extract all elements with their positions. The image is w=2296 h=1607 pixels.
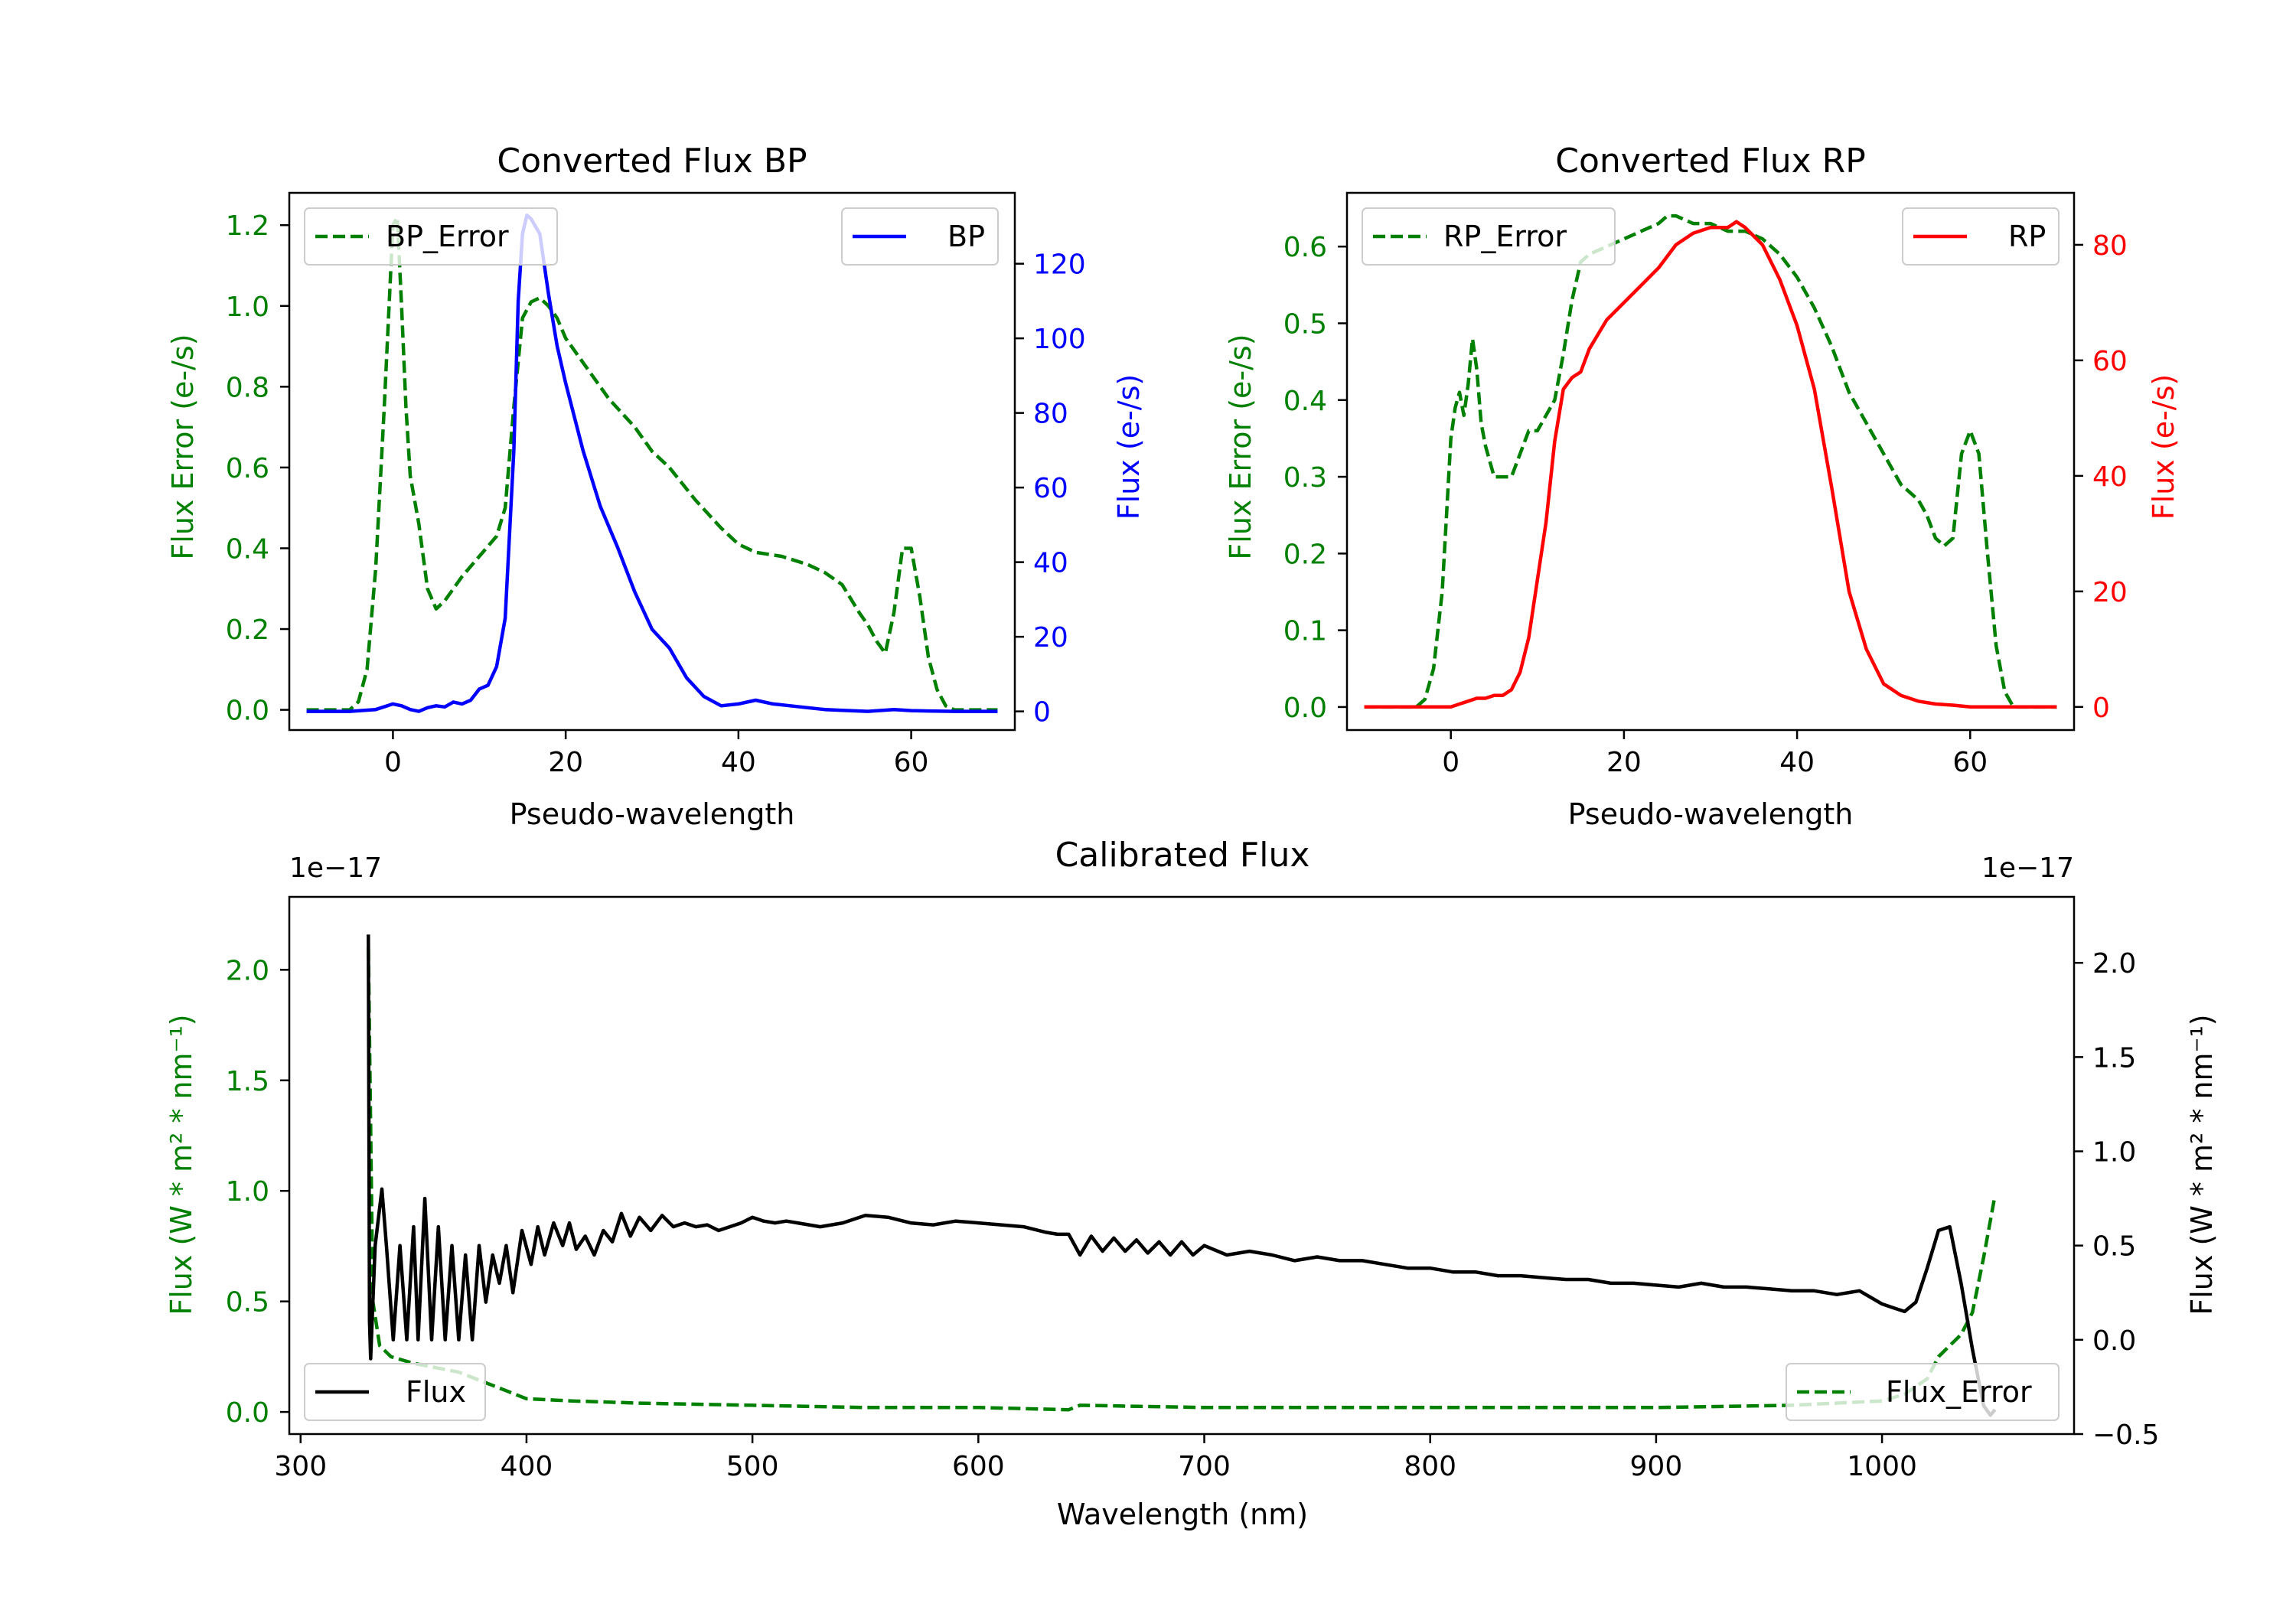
plot-frame: [288, 895, 2076, 1436]
y-tick-label-right: 40: [2092, 461, 2128, 493]
y-tick-label-right: 1.5: [2092, 1042, 2136, 1074]
legend-label-rp-error: RP_Error: [1443, 220, 1567, 253]
x-tick-label: 20: [548, 747, 583, 778]
y-tick-label-right: 120: [1033, 249, 1086, 281]
x-tick-label: 0: [384, 747, 402, 778]
y-tick-label-left: 0.3: [1283, 462, 1327, 494]
legend-upper-right: RP: [1902, 207, 2060, 266]
x-tick-label: 500: [726, 1451, 779, 1482]
y-tick-label-left: 0.4: [226, 533, 269, 565]
y-tick-label-right: 0: [2092, 693, 2110, 724]
x-tick-label: 600: [952, 1451, 1005, 1482]
y-tick-label-left: 0.5: [226, 1287, 269, 1319]
y-axis-label-right: Flux (e-/s): [2147, 374, 2180, 520]
y-tick-label-left: 0.8: [226, 372, 269, 403]
panel-title: Converted Flux RP: [1555, 142, 1866, 181]
y-tick-label-right: 60: [2092, 346, 2128, 377]
panel-title: Converted Flux BP: [497, 142, 807, 181]
x-axis-label: Pseudo-wavelength: [510, 797, 795, 831]
x-tick-label: 300: [274, 1451, 327, 1482]
y-tick-label-right: 60: [1033, 473, 1068, 504]
y-tick-label-right: 1.0: [2092, 1137, 2136, 1169]
y-tick-label-right: 20: [1033, 622, 1068, 654]
x-tick-label: 20: [1606, 747, 1642, 778]
x-axis-label: Pseudo-wavelength: [1568, 797, 1854, 831]
x-tick-label: 0: [1442, 747, 1459, 778]
y-axis-label-left: Flux (W * m² * nm⁻¹): [165, 1014, 198, 1315]
legend-label-bp-error: BP_Error: [386, 220, 509, 253]
x-tick-label: 700: [1178, 1451, 1231, 1482]
panel-calibrated-flux: Calibrated Flux 1e−17 1e−17 Wavelength (…: [165, 836, 2219, 1531]
offset-label-right: 1e−17: [1981, 852, 2074, 884]
y-tick-label-left: 0.1: [1283, 616, 1327, 647]
series-line-flux: [367, 934, 1997, 1417]
y-tick-label-left: 2.0: [226, 955, 269, 986]
y-tick-label-right: 0: [1033, 697, 1051, 729]
y-tick-label-left: 0.4: [1283, 386, 1327, 417]
offset-label-left: 1e−17: [289, 852, 382, 884]
y-tick-label-right: 40: [1033, 548, 1068, 579]
y-tick-label-left: 0.6: [226, 453, 269, 484]
y-tick-label-right: 100: [1033, 324, 1086, 355]
legend-lower-left: Flux: [304, 1363, 486, 1421]
y-axis-label-left: Flux Error (e-/s): [1224, 334, 1257, 559]
series-line-bp-error: [306, 215, 998, 712]
y-tick-label-right: 20: [2092, 577, 2128, 608]
panel-title: Calibrated Flux: [1055, 836, 1310, 875]
panel-converted-flux-rp: Converted Flux RP Pseudo-wavelength Flux…: [1224, 142, 2180, 831]
x-tick-label: 60: [894, 747, 929, 778]
x-tick-label: 400: [501, 1451, 553, 1482]
y-tick-label-left: 0.0: [226, 1397, 269, 1429]
legend-upper-left: RP_Error: [1362, 207, 1616, 266]
y-tick-label-right: 0.5: [2092, 1231, 2136, 1263]
y-tick-label-left: 0.0: [226, 696, 269, 727]
y-tick-label-left: 1.0: [226, 1176, 269, 1208]
y-tick-label-left: 1.5: [226, 1066, 269, 1097]
y-tick-label-left: 0.2: [1283, 539, 1327, 570]
x-tick-label: 1000: [1847, 1451, 1917, 1482]
x-tick-label: 40: [1779, 747, 1815, 778]
x-tick-label: 800: [1404, 1451, 1456, 1482]
y-tick-label-right: 0.0: [2092, 1325, 2136, 1357]
series-line-bp: [306, 214, 998, 713]
x-tick-label: 900: [1630, 1451, 1683, 1482]
legend-lower-right: Flux_Error: [1786, 1363, 2060, 1421]
legend-label-flux: Flux: [406, 1375, 466, 1409]
x-tick-label: 40: [721, 747, 756, 778]
series-line-rp: [1364, 220, 2057, 709]
y-tick-label-right: 80: [2092, 230, 2128, 262]
y-tick-label-left: 0.5: [1283, 308, 1327, 340]
panel-converted-flux-bp: Converted Flux BP Pseudo-wavelength Flux…: [166, 142, 1146, 831]
series-line-flux-error: [367, 947, 1997, 1412]
y-axis-label-left: Flux Error (e-/s): [166, 334, 200, 559]
y-tick-label-left: 1.0: [226, 292, 269, 323]
y-axis-label-right: Flux (e-/s): [1112, 374, 1146, 520]
plot-frame: [1345, 191, 2076, 732]
y-tick-label-left: 0.2: [226, 614, 269, 646]
series-line-rp-error: [1364, 214, 2057, 709]
y-tick-label-left: 0.6: [1283, 232, 1327, 263]
x-tick-label: 60: [1952, 747, 1988, 778]
legend-upper-left: BP_Error: [304, 207, 558, 266]
y-tick-label-left: 0.0: [1283, 693, 1327, 724]
legend-label-bp: BP: [947, 220, 985, 253]
x-axis-label: Wavelength (nm): [1057, 1498, 1308, 1531]
legend-label-rp: RP: [2008, 220, 2046, 253]
legend-label-flux-error: Flux_Error: [1886, 1375, 2032, 1409]
y-tick-label-left: 1.2: [226, 210, 269, 242]
y-axis-label-right: Flux (W * m² * nm⁻¹): [2185, 1014, 2219, 1315]
y-tick-label-right: 2.0: [2092, 948, 2136, 980]
y-tick-label-right: −0.5: [2092, 1420, 2159, 1451]
legend-upper-right: BP: [841, 207, 999, 266]
y-tick-label-right: 80: [1033, 399, 1068, 430]
plot-frame: [288, 191, 1016, 732]
